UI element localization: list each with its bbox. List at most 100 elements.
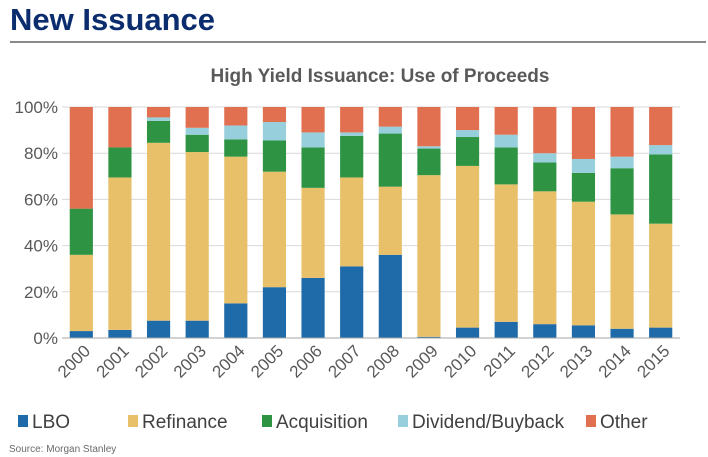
bar-segment-refinance	[69, 254, 93, 332]
x-tick-label: 2003	[170, 341, 210, 381]
legend-swatch	[128, 415, 138, 427]
x-axis-ticks: 2000200120022003200420052006200720082009…	[54, 341, 674, 381]
x-tick-label: 2009	[402, 341, 442, 381]
x-tick-label: 2006	[286, 341, 326, 381]
bar-segment-refinance	[649, 223, 673, 328]
bar-segment-lbo	[185, 320, 209, 338]
bar-segment-acquisition	[610, 168, 634, 215]
bar-segment-other	[146, 107, 171, 118]
bar-segment-dividend-buyback	[340, 132, 364, 136]
bar-segment-refinance	[378, 186, 402, 255]
bar-segment-lbo	[494, 321, 518, 338]
bar-segment-refinance	[340, 177, 364, 267]
legend-swatch	[262, 415, 272, 427]
bar-segment-other	[185, 107, 209, 128]
bar-segment-lbo	[262, 287, 287, 338]
bar-segment-other	[610, 107, 634, 157]
y-tick-label: 60%	[24, 190, 58, 209]
legend-label: LBO	[32, 412, 70, 433]
bar-segment-acquisition	[262, 140, 287, 172]
bar-segment-refinance	[417, 175, 441, 337]
bar-segment-other	[69, 107, 93, 209]
bar-segment-acquisition	[224, 139, 248, 157]
bar-segment-dividend-buyback	[494, 134, 518, 148]
x-tick-label: 2013	[556, 341, 596, 381]
x-tick-label: 2000	[54, 341, 94, 381]
bar-segment-acquisition	[494, 147, 518, 185]
bar-segment-refinance	[455, 165, 480, 328]
bars	[69, 107, 673, 338]
legend-swatch	[18, 415, 28, 427]
bar-segment-dividend-buyback	[224, 125, 248, 140]
bar-segment-acquisition	[108, 147, 132, 178]
x-tick-label: 2012	[517, 341, 557, 381]
bar-segment-other	[378, 107, 402, 127]
x-tick-label: 2010	[440, 341, 480, 381]
legend: LBO Refinance Acquisition Dividend/Buyback O…	[18, 412, 648, 433]
bar-segment-other	[533, 107, 557, 154]
bar-segment-refinance	[533, 191, 557, 325]
bar-segment-refinance	[108, 177, 132, 330]
legend-swatch	[398, 415, 408, 427]
bar-segment-acquisition	[69, 208, 93, 255]
x-tick-label: 2014	[595, 341, 635, 381]
bar-segment-lbo	[649, 327, 673, 338]
legend-label: Dividend/Buyback	[412, 412, 565, 433]
x-tick-label: 2008	[363, 341, 403, 381]
bar-segment-other	[340, 107, 364, 133]
bar-segment-lbo	[571, 325, 596, 338]
bar-segment-refinance	[146, 142, 171, 321]
y-axis-ticks: 0% 20% 40% 60% 80% 100%	[15, 98, 58, 348]
y-tick-label: 20%	[24, 283, 58, 302]
legend-label: Refinance	[142, 412, 228, 433]
bar-segment-acquisition	[533, 162, 557, 192]
x-tick-label: 2015	[633, 341, 673, 381]
bar-segment-other	[649, 107, 673, 146]
bar-segment-acquisition	[417, 148, 441, 176]
legend-label: Other	[600, 412, 648, 433]
bar-segment-acquisition	[301, 147, 325, 188]
bar-segment-other	[417, 107, 441, 147]
bar-segment-other	[224, 107, 248, 126]
y-tick-label: 40%	[24, 237, 58, 256]
bar-segment-acquisition	[649, 154, 673, 224]
y-tick-label: 80%	[24, 144, 58, 163]
bar-segment-refinance	[610, 214, 634, 329]
bar-segment-lbo	[224, 303, 248, 338]
bar-segment-acquisition	[146, 120, 171, 143]
bar-segment-acquisition	[185, 134, 209, 153]
bar-segment-refinance	[494, 184, 518, 322]
bar-segment-dividend-buyback	[571, 158, 596, 173]
bar-segment-lbo	[455, 327, 480, 338]
bar-segment-lbo	[533, 324, 557, 338]
y-tick-label: 100%	[15, 98, 58, 117]
bar-segment-other	[571, 107, 596, 159]
bar-segment-refinance	[571, 201, 596, 326]
x-tick-label: 2004	[208, 341, 248, 381]
bar-segment-dividend-buyback	[649, 145, 673, 155]
bar-segment-lbo	[301, 277, 325, 338]
bar-segment-other	[494, 107, 518, 135]
y-tick-label: 0%	[33, 329, 58, 348]
bar-segment-lbo	[146, 320, 171, 338]
x-tick-label: 2011	[480, 341, 519, 380]
bar-segment-dividend-buyback	[185, 127, 209, 135]
bar-segment-refinance	[262, 171, 287, 288]
bar-segment-refinance	[301, 187, 325, 278]
bar-segment-dividend-buyback	[262, 122, 287, 141]
chart-title: High Yield Issuance: Use of Proceeds	[211, 66, 550, 87]
x-tick-label: 2002	[131, 341, 171, 381]
bar-segment-dividend-buyback	[417, 146, 441, 149]
x-tick-label: 2001	[93, 341, 133, 381]
bar-segment-refinance	[224, 156, 248, 304]
bar-segment-lbo	[108, 329, 132, 338]
heading-divider	[10, 41, 706, 43]
bar-segment-other	[262, 107, 287, 123]
bar-segment-acquisition	[455, 137, 480, 166]
bar-segment-acquisition	[571, 172, 596, 202]
bar-segment-lbo	[378, 254, 402, 338]
legend-label: Acquisition	[276, 412, 368, 433]
bar-segment-refinance	[185, 152, 209, 321]
bar-segment-other	[301, 107, 325, 133]
bar-segment-acquisition	[340, 135, 364, 178]
